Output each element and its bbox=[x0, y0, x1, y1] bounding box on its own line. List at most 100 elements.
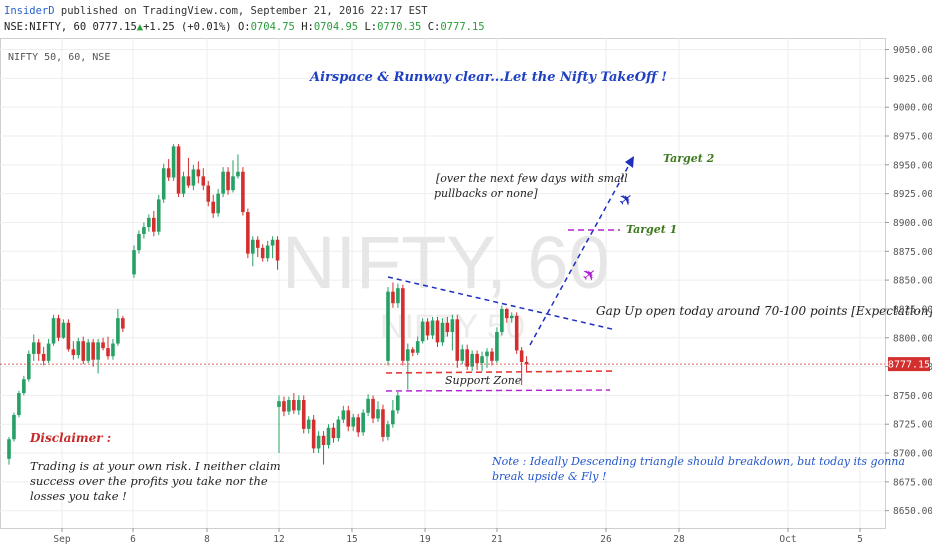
candle-body bbox=[485, 351, 489, 357]
y-tick-label: 8975.00 bbox=[893, 132, 932, 143]
y-tick-label: 8850.00 bbox=[893, 276, 932, 287]
candle-body bbox=[505, 308, 509, 319]
candle-body bbox=[191, 169, 196, 186]
candle-body bbox=[36, 342, 41, 354]
low-value: 0770.35 bbox=[377, 21, 422, 33]
candle-body bbox=[440, 322, 445, 343]
candle-body bbox=[371, 398, 375, 419]
plot-area[interactable] bbox=[0, 38, 886, 529]
candle-body bbox=[106, 348, 110, 357]
candle-body bbox=[61, 322, 66, 338]
candle-body bbox=[415, 341, 420, 353]
x-tick-label: 21 bbox=[491, 534, 503, 545]
candle-body bbox=[231, 176, 235, 191]
candle-body bbox=[71, 349, 76, 356]
x-tick-label: 26 bbox=[600, 534, 612, 545]
candle-body bbox=[316, 435, 321, 449]
price-axis[interactable]: 8650.008675.008700.008725.008750.008775.… bbox=[885, 45, 932, 517]
x-tick-label: 8 bbox=[204, 534, 210, 545]
candle-body bbox=[241, 171, 245, 213]
x-tick-label: 28 bbox=[673, 534, 685, 545]
candle-body bbox=[386, 424, 390, 437]
candle-body bbox=[101, 342, 105, 349]
y-tick-label: 8950.00 bbox=[893, 160, 932, 171]
candle-body bbox=[361, 412, 365, 433]
candle-body bbox=[490, 351, 494, 361]
candle-body bbox=[396, 395, 400, 411]
candle-body bbox=[51, 318, 56, 344]
publish-line: InsiderD published on TradingView.com, S… bbox=[4, 5, 428, 17]
candle-body bbox=[292, 400, 296, 411]
candle-body bbox=[475, 353, 479, 364]
candle-body bbox=[519, 350, 524, 362]
note-line-1: Note : Ideally Descending triangle shoul… bbox=[491, 455, 905, 468]
candle-body bbox=[147, 217, 151, 228]
candle-body bbox=[495, 332, 499, 361]
candle-body bbox=[111, 343, 115, 357]
candle-body bbox=[186, 176, 191, 186]
candles-group bbox=[7, 144, 529, 465]
candle-body bbox=[346, 410, 351, 427]
candle-body bbox=[297, 400, 301, 411]
candle-body bbox=[270, 239, 275, 246]
candle-body bbox=[391, 410, 395, 425]
publisher-username[interactable]: InsiderD bbox=[4, 5, 55, 17]
candle-body bbox=[137, 234, 141, 251]
candle-body bbox=[500, 308, 504, 332]
gap-up-annotation: Gap Up open today around 70-100 points [… bbox=[596, 304, 932, 318]
candle-body bbox=[470, 353, 474, 367]
time-axis[interactable]: Sep 6 8 12 15 19 21 26 28 Oct 5 bbox=[53, 528, 863, 545]
candle-body bbox=[275, 239, 280, 261]
breakout-arrow-icon bbox=[625, 156, 634, 168]
candle-body bbox=[480, 356, 484, 364]
ohlc-line: NSE:NIFTY, 60 0777.15▲+1.25 (+0.01%) O:0… bbox=[4, 21, 485, 33]
candle-body bbox=[142, 227, 146, 234]
candle-body bbox=[96, 342, 100, 360]
candle-body bbox=[401, 288, 405, 361]
candle-body bbox=[386, 291, 390, 361]
symbol-label[interactable]: NSE:NIFTY, 60 bbox=[4, 21, 87, 33]
last-value: 0777.15 bbox=[92, 21, 137, 33]
candle-body bbox=[12, 415, 16, 440]
candle-body bbox=[509, 315, 514, 319]
chart-title: NIFTY 50, 60, NSE bbox=[8, 52, 110, 63]
candle-body bbox=[176, 146, 181, 194]
candle-body bbox=[7, 439, 11, 459]
candle-body bbox=[161, 168, 166, 200]
candle-body bbox=[282, 401, 286, 412]
candle-body bbox=[211, 201, 215, 214]
candle-body bbox=[221, 171, 225, 194]
candle-body bbox=[41, 353, 46, 361]
y-tick-label: 8700.00 bbox=[893, 449, 932, 460]
y-tick-label: 9050.00 bbox=[893, 45, 932, 56]
candle-body bbox=[81, 341, 86, 361]
candle-body bbox=[356, 417, 360, 433]
candle-body bbox=[306, 419, 311, 429]
y-tick-label: 8900.00 bbox=[893, 218, 932, 229]
disclaimer-line-2: success over the profits you take nor th… bbox=[30, 474, 268, 488]
candle-body bbox=[410, 349, 415, 353]
candle-body bbox=[206, 185, 211, 202]
annotations: Airspace & Runway clear...Let the Nifty … bbox=[29, 70, 932, 503]
x-tick-label: 15 bbox=[346, 534, 357, 545]
y-tick-label: 8925.00 bbox=[893, 189, 932, 200]
candle-body bbox=[265, 245, 270, 259]
x-tick-label: 12 bbox=[273, 534, 284, 545]
grid-lines bbox=[0, 38, 885, 528]
candle-body bbox=[425, 321, 430, 336]
candle-body bbox=[152, 217, 156, 232]
y-tick-label: 8650.00 bbox=[893, 506, 932, 517]
y-tick-label: 8675.00 bbox=[893, 477, 932, 488]
watermark-big: NIFTY, 60 bbox=[282, 221, 610, 304]
last-price-tag-text: 8777.15 bbox=[888, 360, 930, 371]
candle-body bbox=[86, 342, 90, 361]
y-tick-label: 9025.00 bbox=[893, 74, 932, 85]
candle-body bbox=[301, 400, 306, 429]
candle-body bbox=[311, 419, 316, 449]
candle-body bbox=[196, 169, 201, 177]
candle-body bbox=[116, 318, 120, 344]
candle-body bbox=[435, 320, 440, 343]
candle-body bbox=[376, 409, 380, 419]
last-price-tag bbox=[888, 357, 930, 372]
